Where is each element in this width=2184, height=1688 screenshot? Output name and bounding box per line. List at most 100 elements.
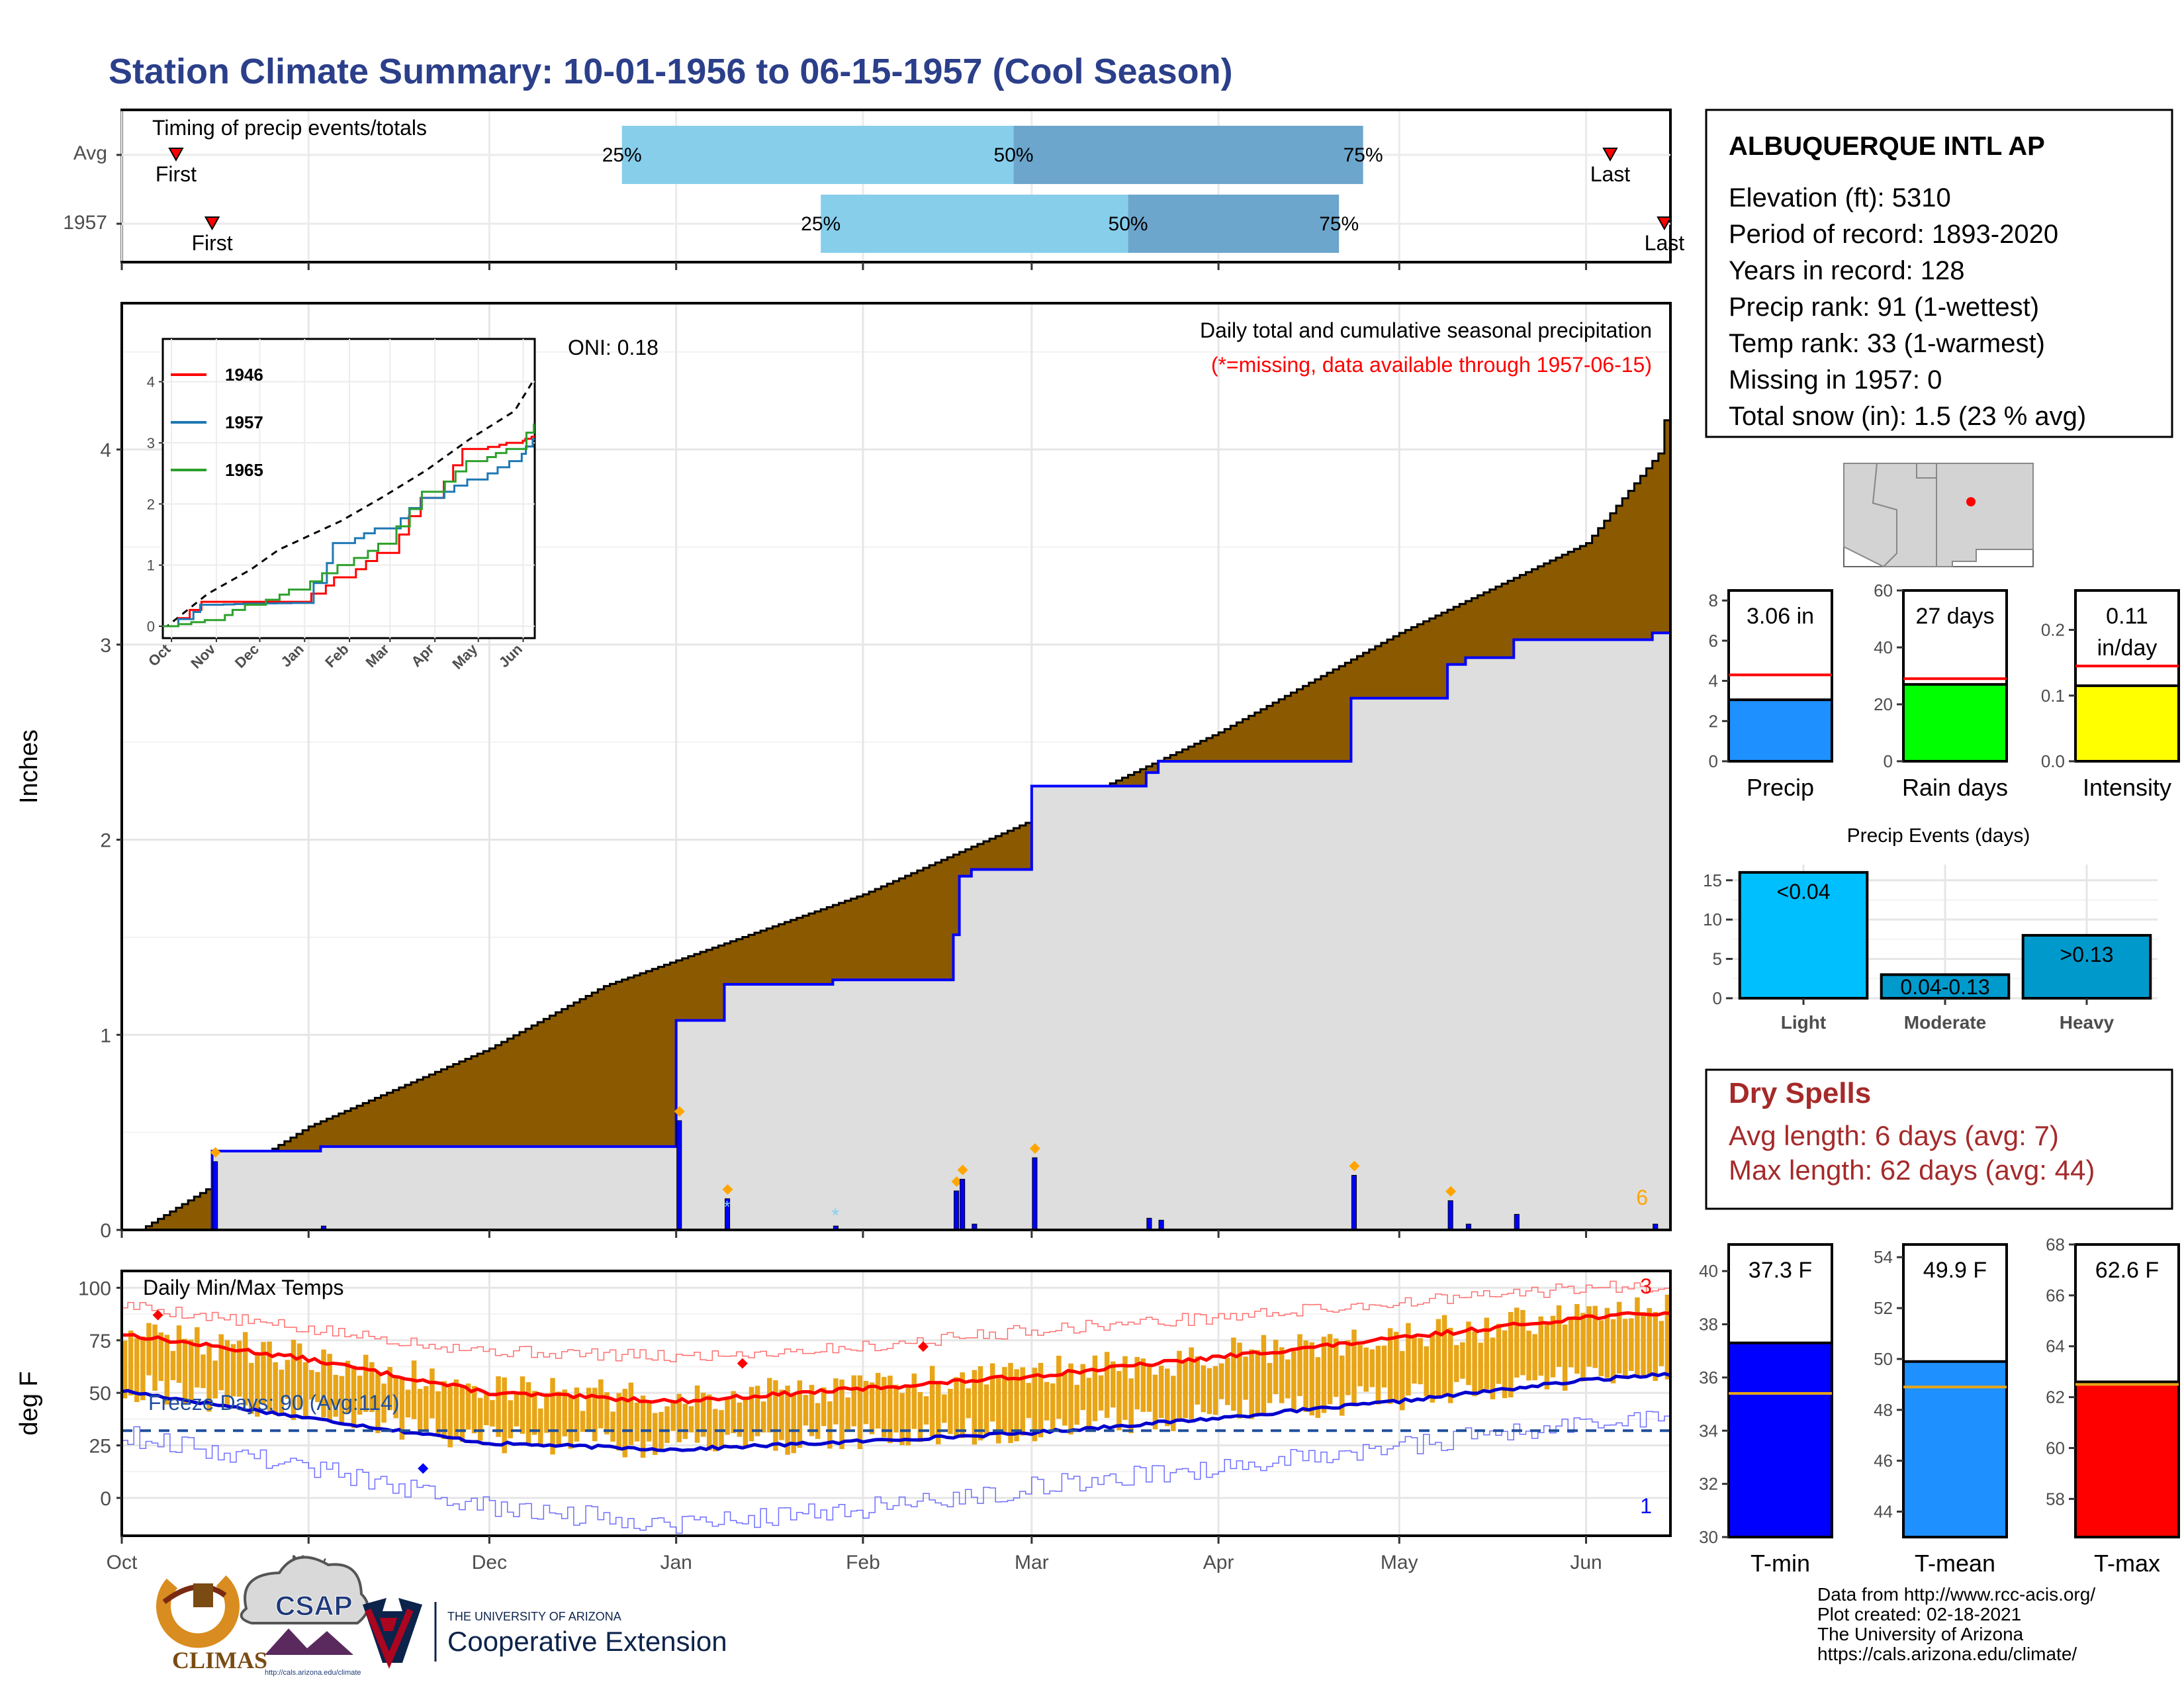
daily-precip-bar	[1158, 1219, 1164, 1231]
temp-day-bar	[1653, 1311, 1658, 1382]
precip-y-tick-label: 0	[100, 1220, 111, 1242]
daily-precip-bar	[1351, 1174, 1357, 1231]
mini-y-tick-label: 34	[1699, 1421, 1718, 1440]
temp-day-bar	[863, 1381, 869, 1425]
temp-day-bar	[1550, 1315, 1556, 1378]
temp-day-bar	[1080, 1364, 1086, 1411]
temp-day-bar	[731, 1391, 736, 1433]
mini-y-tick-label: 64	[2046, 1336, 2065, 1356]
temp-day-bar	[1466, 1321, 1471, 1385]
mini-value-bar	[1902, 1360, 2008, 1539]
temp-day-bar	[1243, 1356, 1248, 1400]
events-y-tick-label: 15	[1703, 870, 1722, 890]
temp-day-bar	[279, 1370, 285, 1416]
temp-day-bar	[1592, 1305, 1598, 1368]
daily-precip-bar	[1146, 1217, 1152, 1231]
temp-day-bar	[544, 1395, 549, 1433]
timing-bar-upper	[1128, 195, 1340, 253]
events-bar-light	[1738, 870, 1869, 1000]
precip-y-label: Inches	[15, 729, 43, 804]
heavy-event-marker	[722, 1184, 733, 1195]
temp-day-bar	[525, 1382, 531, 1446]
temp-day-bar	[447, 1386, 453, 1448]
temp-day-bar	[983, 1384, 989, 1436]
temp-day-bar	[1580, 1313, 1586, 1382]
inset-y-tick-label: 4	[147, 374, 155, 391]
station-name: ALBUQUERQUE INTL AP	[1729, 132, 2045, 161]
temp-day-bar	[242, 1332, 248, 1406]
map-north	[1916, 463, 1937, 479]
temp-day-bar	[538, 1408, 543, 1446]
temp-day-bar	[827, 1401, 833, 1449]
precip-panel: * * 0 1 2 3 4 Inches ONI: 0.18 Daily total an…	[15, 302, 1672, 1242]
temp-day-bar	[1641, 1312, 1646, 1378]
temp-day-bar	[773, 1380, 778, 1451]
temp-day-bar	[1315, 1357, 1321, 1419]
temp-day-bar	[779, 1389, 784, 1440]
timing-p25-label: 25%	[801, 213, 841, 235]
inset-y-tick-label: 1	[147, 557, 155, 574]
mini-y-tick-label: 68	[2046, 1235, 2065, 1254]
temp-day-bar	[176, 1325, 182, 1383]
record-max-line	[122, 1280, 1671, 1362]
mini-y-tick-label: 44	[1874, 1502, 1893, 1522]
mini-y-tick-label: 40	[1699, 1261, 1718, 1281]
temp-day-bar	[1212, 1366, 1218, 1415]
daily-precip-bar	[1514, 1213, 1520, 1231]
dry-spells-max: Max length: 62 days (avg: 44)	[1729, 1154, 2095, 1186]
temp-day-bar	[1363, 1347, 1369, 1392]
temp-comparison-charts: 30 32 34 36 38 40 37.3 F T-min 44 46 48 50 52 54 49.9 …	[1699, 1235, 2180, 1577]
temp-day-bar	[357, 1376, 363, 1415]
temp-day-bar	[496, 1376, 501, 1437]
temp-day-bar	[1152, 1374, 1158, 1430]
precip-y-tick-label: 1	[100, 1025, 111, 1047]
ua-logo: THE UNIVERSITY OF ARIZONA Cooperative Ex…	[363, 1598, 727, 1669]
temp-day-bar	[809, 1385, 815, 1436]
temp-day-bar	[737, 1402, 743, 1437]
temp-day-bar	[1116, 1371, 1122, 1430]
temp-day-bar	[1279, 1347, 1285, 1403]
temp-day-bar	[1158, 1366, 1164, 1419]
temp-day-bar	[839, 1380, 844, 1450]
mini-y-tick-label: 0.0	[2041, 751, 2065, 771]
temp-day-bar	[339, 1376, 345, 1426]
temp-day-bar	[791, 1393, 796, 1454]
inset-y-tick-label: 2	[147, 496, 155, 512]
timing-bar-lower	[821, 195, 1128, 253]
temp-day-bar	[255, 1352, 260, 1417]
temp-day-bar	[1478, 1342, 1483, 1393]
heavy-event-marker	[1349, 1160, 1360, 1172]
timing-bar-lower	[621, 126, 1014, 184]
climas-mark	[156, 1575, 240, 1648]
temp-day-bar	[1086, 1378, 1092, 1428]
page-title: Station Climate Summary: 10-01-1956 to 0…	[109, 52, 1233, 91]
mini-y-tick-label: 50	[1874, 1349, 1893, 1369]
temp-day-bar	[424, 1385, 429, 1430]
first-marker	[168, 148, 184, 162]
mini-y-tick-label: 2	[1709, 711, 1718, 731]
mini-y-tick-label: 0	[1884, 751, 1893, 771]
temp-day-bar	[833, 1378, 839, 1425]
temp-day-bar	[580, 1411, 586, 1432]
dry-spells-avg: Avg length: 6 days (avg: 7)	[1729, 1120, 2059, 1151]
temp-day-bar	[224, 1340, 230, 1405]
temp-day-bar	[1309, 1342, 1315, 1416]
last-marker	[1657, 216, 1672, 231]
temp-day-bar	[628, 1382, 634, 1446]
timing-p25-label: 25%	[602, 144, 642, 166]
temp-day-bar	[1340, 1355, 1345, 1416]
first-marker	[204, 216, 220, 231]
temp-day-bar	[1225, 1357, 1230, 1405]
temp-day-bar	[966, 1388, 972, 1419]
mini-y-tick-label: 62	[2046, 1387, 2065, 1407]
temp-day-bar	[387, 1367, 392, 1411]
precip-y-tick-label: 2	[100, 830, 111, 852]
temp-day-bar	[670, 1401, 676, 1431]
mini-value-label: 3.06 in	[1747, 604, 1814, 629]
precip-frame	[120, 302, 1672, 1231]
mini-y-tick-label: 36	[1699, 1368, 1718, 1387]
temp-day-bar	[1038, 1362, 1044, 1438]
station-temp-rank: Temp rank: 33 (1-warmest)	[1729, 329, 2045, 358]
temp-day-bar	[882, 1377, 887, 1438]
